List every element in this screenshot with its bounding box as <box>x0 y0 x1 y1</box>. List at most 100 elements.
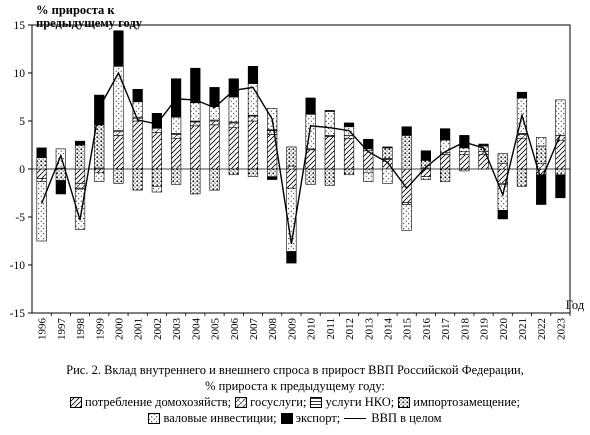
bar-segment-inv <box>151 185 162 193</box>
bar-segment-exp <box>401 126 412 136</box>
legend-item-exp: экспорт; <box>280 410 340 426</box>
x-tick-label: 2014 <box>382 318 394 341</box>
bar-segment-hh <box>305 149 316 170</box>
x-tick-label: 2010 <box>306 318 318 341</box>
bar-segment-inv <box>209 106 220 121</box>
bar-segment-imp <box>440 168 451 182</box>
bar-segment-hh <box>74 168 86 184</box>
gdp-line-layer <box>40 71 562 245</box>
swatch-inv-icon <box>148 412 161 424</box>
bar-segment-hh <box>209 124 220 170</box>
x-tick-label: 2013 <box>363 318 375 341</box>
legend-label-nko: услуги НКО; <box>325 395 395 409</box>
x-tick-label: 2020 <box>498 318 510 341</box>
bar-segment-gov <box>209 120 220 126</box>
bar-segment-hh <box>555 139 566 170</box>
bar-segment-imp <box>247 168 259 177</box>
x-tick-label: 1997 <box>56 318 68 341</box>
x-tick-label: 2009 <box>286 318 298 341</box>
x-tick-label: 2007 <box>248 318 260 341</box>
bar-segment-hh <box>151 132 162 170</box>
x-tick-label: 2022 <box>536 318 548 340</box>
bar-segment-gov <box>36 178 47 182</box>
bar-segment-imp <box>151 168 162 187</box>
bar-segment-hh <box>401 168 412 203</box>
bar-segment-inv <box>94 172 105 182</box>
bar-segment-exp <box>382 146 393 149</box>
bar-segment-inv <box>132 101 143 118</box>
x-tick-label: 2021 <box>517 318 529 340</box>
caption-line-2: % прироста к предыдущему году: <box>205 379 385 393</box>
x-tick-label: 2000 <box>113 318 125 341</box>
bar-segment-imp <box>190 168 201 195</box>
bar-segment-imp <box>36 157 47 170</box>
bar-segment-imp <box>401 135 412 170</box>
bar-segment-inv <box>555 99 566 136</box>
caption-line-1: Рис. 2. Вклад внутреннего и внешнего спр… <box>66 363 524 377</box>
legend-label-inv: валовые инвестиции; <box>163 411 277 425</box>
bar-segment-imp <box>497 153 508 164</box>
bar-segment-gov <box>286 165 297 170</box>
legend-item-gov: госуслуги; <box>235 394 306 410</box>
bar-segment-exp <box>343 122 355 128</box>
bar-segment-gov <box>74 183 86 189</box>
bar-segment-gov <box>190 121 201 127</box>
bar-segment-gov <box>151 128 162 133</box>
bar-segment-imp <box>555 168 566 176</box>
bar-segment-imp <box>363 168 374 174</box>
legend-label-hh: потребление домохозяйств; <box>85 395 232 409</box>
bar-segment-exp <box>113 30 124 67</box>
swatch-imp-icon <box>398 396 411 408</box>
legend-item-hh: потребление домохозяйств; <box>70 394 231 410</box>
bar-segment-hh <box>286 168 297 189</box>
swatch-gov-icon <box>235 396 248 408</box>
bar-segment-inv <box>401 204 412 231</box>
bar-segment-imp <box>286 146 297 167</box>
y-tick-label: -10 <box>10 260 26 272</box>
bar-segment-exp <box>286 251 297 264</box>
bar-segment-imp <box>382 147 393 159</box>
gdp-contribution-chart: % прироста к предыдущему году -15 -10 -5 0 5… <box>10 3 585 341</box>
bar-segment-inv <box>171 116 182 134</box>
bar-segment-inv <box>190 102 201 122</box>
bar-segment-exp <box>74 140 86 146</box>
x-tick-label: 2017 <box>440 318 452 341</box>
x-tick-label: 2004 <box>190 318 202 341</box>
legend-row-1: потребление домохозяйств; госуслуги; усл… <box>0 394 590 410</box>
gdp-line <box>40 71 562 245</box>
bar-segment-exp <box>228 78 239 98</box>
bar-segment-gov <box>343 135 355 139</box>
bar-segment-hh <box>113 135 124 170</box>
bar-segment-gov <box>459 151 470 155</box>
y-tick-label: 15 <box>14 20 26 32</box>
y-tick-label: 5 <box>19 116 25 128</box>
x-tick-label: 2012 <box>344 318 356 340</box>
x-tick-label: 2008 <box>267 318 279 341</box>
bar-segment-gov <box>247 115 259 122</box>
x-tick-label: 2019 <box>479 318 491 341</box>
legend-item-inv: валовые инвестиции; <box>148 410 277 426</box>
bar-segment-exp <box>36 147 47 158</box>
x-tick-label: 2001 <box>133 318 145 340</box>
bar-segment-exp <box>55 180 66 195</box>
bar-segment-hh <box>324 136 335 170</box>
y-tick-label: 10 <box>14 68 26 80</box>
bar-segment-exp <box>190 67 201 104</box>
bar-segment-inv <box>324 111 335 136</box>
swatch-hh-icon <box>70 396 83 408</box>
bar-segment-exp <box>420 150 431 161</box>
bar-segment-hh <box>190 125 201 170</box>
swatch-nko-icon <box>310 396 323 408</box>
bar-segment-hh <box>459 154 470 170</box>
bar-segment-exp <box>478 143 489 147</box>
x-axis-label: Год <box>566 298 585 312</box>
bar-segment-hh <box>94 168 105 174</box>
bar-segment-imp <box>267 168 278 177</box>
bar-segment-imp <box>459 168 470 172</box>
bar-segment-imp <box>74 144 86 170</box>
y-tick-label: 0 <box>19 164 25 176</box>
bar-segment-exp <box>209 87 220 107</box>
x-tick-label: 2011 <box>325 318 337 340</box>
chart-area: % прироста к предыдущему году -15 -10 -5 0 5… <box>10 3 585 341</box>
bar-segment-exp <box>305 97 316 115</box>
